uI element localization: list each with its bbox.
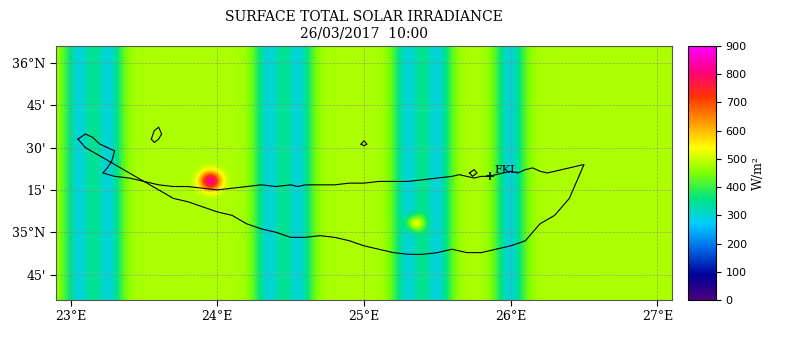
- Y-axis label: W/m²: W/m²: [753, 156, 766, 190]
- Title: SURFACE TOTAL SOLAR IRRADIANCE
26/03/2017  10:00: SURFACE TOTAL SOLAR IRRADIANCE 26/03/201…: [225, 10, 503, 41]
- Text: FKL: FKL: [494, 165, 518, 175]
